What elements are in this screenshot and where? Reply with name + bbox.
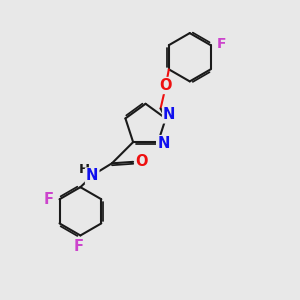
Text: N: N [86,169,98,184]
Text: O: O [136,154,148,169]
Text: H: H [79,163,90,176]
Text: F: F [43,192,53,207]
Text: N: N [157,136,170,151]
Text: N: N [163,107,176,122]
Text: O: O [160,78,172,93]
Text: F: F [74,239,84,254]
Text: F: F [217,37,226,51]
